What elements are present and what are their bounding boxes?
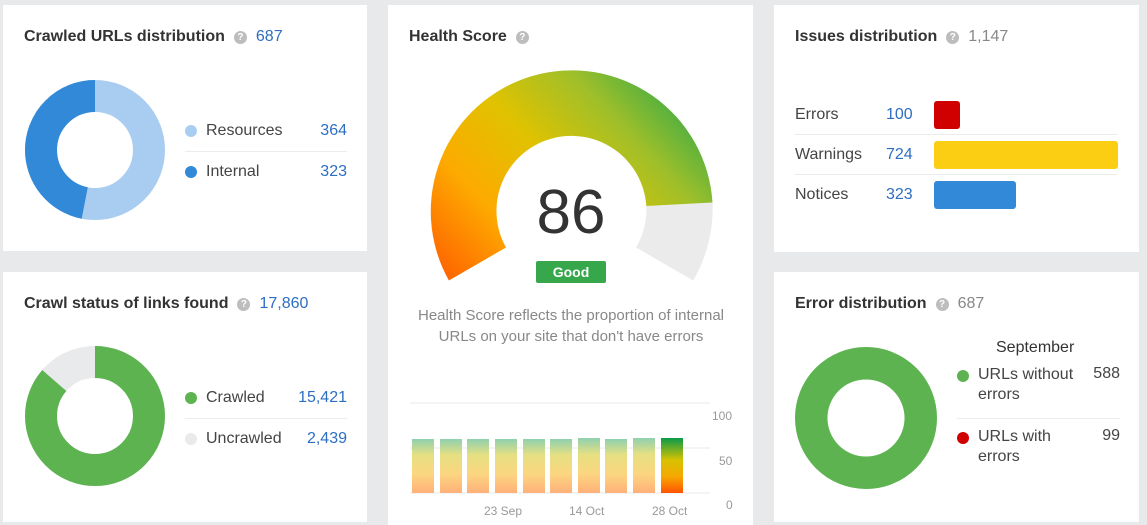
period-label: September	[996, 339, 1075, 356]
dot-icon	[185, 166, 197, 178]
question-circle-icon[interactable]: ?	[946, 30, 960, 44]
crawl-status-donut	[25, 346, 165, 486]
card-title-text: Crawl status of links found	[24, 295, 229, 312]
health-score-card: Health Score ? 86 Good Health Score refl…	[388, 5, 753, 525]
issues-total: 1,147	[968, 28, 1009, 45]
health-history-chart[interactable]	[410, 397, 720, 507]
health-score-value: 86	[536, 178, 606, 247]
legend-item-internal[interactable]: Internal 323	[185, 151, 347, 192]
health-score-gauge	[430, 70, 713, 281]
crawl-status-legend: Crawled 15,421 Uncrawled 2,439	[185, 378, 347, 459]
card-title-text: Issues distribution	[795, 28, 938, 45]
error-distribution-title: Error distribution ? 687	[795, 295, 984, 313]
error-distribution-total: 687	[957, 295, 985, 312]
issues-title: Issues distribution ? 1,147	[795, 28, 1008, 46]
card-title-text: Health Score	[409, 28, 507, 45]
crawl-status-card: Crawl status of links found ? 17,860 Cra…	[3, 272, 367, 522]
y-tick-100: 100	[712, 409, 733, 423]
card-title-text: Error distribution	[795, 295, 927, 312]
issues-list: Errors 100 Warnings 724 Notices 323	[795, 95, 1118, 214]
x-tick-28-oct: 28 Oct	[652, 504, 688, 518]
legend-item-urls-with-errors[interactable]: URLs with errors 99	[957, 418, 1120, 480]
issue-row-notices[interactable]: Notices 323	[795, 174, 1118, 214]
dot-icon	[957, 370, 969, 382]
x-tick-23-sep: 23 Sep	[484, 504, 523, 518]
dot-icon	[185, 392, 197, 404]
legend-item-crawled[interactable]: Crawled 15,421	[185, 378, 347, 418]
legend-item-urls-without-errors[interactable]: URLs without errors 588	[957, 365, 1120, 418]
warnings-bar[interactable]	[934, 140, 1118, 169]
y-tick-0: 0	[726, 498, 733, 512]
crawled-urls-total[interactable]: 687	[255, 28, 283, 45]
health-status-badge: Good	[536, 261, 606, 283]
issue-row-warnings[interactable]: Warnings 724	[795, 134, 1118, 174]
error-distribution-card: Error distribution ? 687 September URLs …	[774, 272, 1139, 522]
error-distribution-donut	[795, 347, 937, 489]
dot-icon	[185, 125, 197, 137]
issues-card: Issues distribution ? 1,147 Errors 100 W…	[774, 5, 1139, 252]
crawl-status-total[interactable]: 17,860	[259, 295, 309, 312]
notices-bar[interactable]	[934, 180, 1016, 209]
crawled-urls-legend: Resources 364 Internal 323	[185, 111, 347, 192]
health-score-title: Health Score ?	[409, 28, 538, 46]
crawled-urls-card: Crawled URLs distribution ? 687 Resource…	[3, 5, 367, 251]
dot-icon	[957, 432, 969, 444]
legend-item-resources[interactable]: Resources 364	[185, 111, 347, 151]
card-title-text: Crawled URLs distribution	[24, 28, 225, 45]
health-score-description: Health Score reflects the proportion of …	[418, 307, 724, 345]
errors-bar[interactable]	[934, 100, 960, 129]
crawled-urls-donut	[25, 80, 165, 220]
x-tick-14-oct: 14 Oct	[569, 504, 605, 518]
question-circle-icon[interactable]: ?	[233, 30, 247, 44]
question-circle-icon[interactable]: ?	[935, 297, 949, 311]
question-circle-icon[interactable]: ?	[515, 30, 529, 44]
crawled-urls-title: Crawled URLs distribution ? 687	[24, 28, 283, 46]
error-distribution-legend: URLs without errors 588 URLs with errors…	[957, 365, 1120, 480]
question-circle-icon[interactable]: ?	[237, 297, 251, 311]
dot-icon	[185, 433, 197, 445]
issue-row-errors[interactable]: Errors 100	[795, 95, 1118, 134]
legend-item-uncrawled[interactable]: Uncrawled 2,439	[185, 418, 347, 459]
y-tick-50: 50	[719, 454, 733, 468]
crawl-status-title: Crawl status of links found ? 17,860	[24, 295, 308, 313]
